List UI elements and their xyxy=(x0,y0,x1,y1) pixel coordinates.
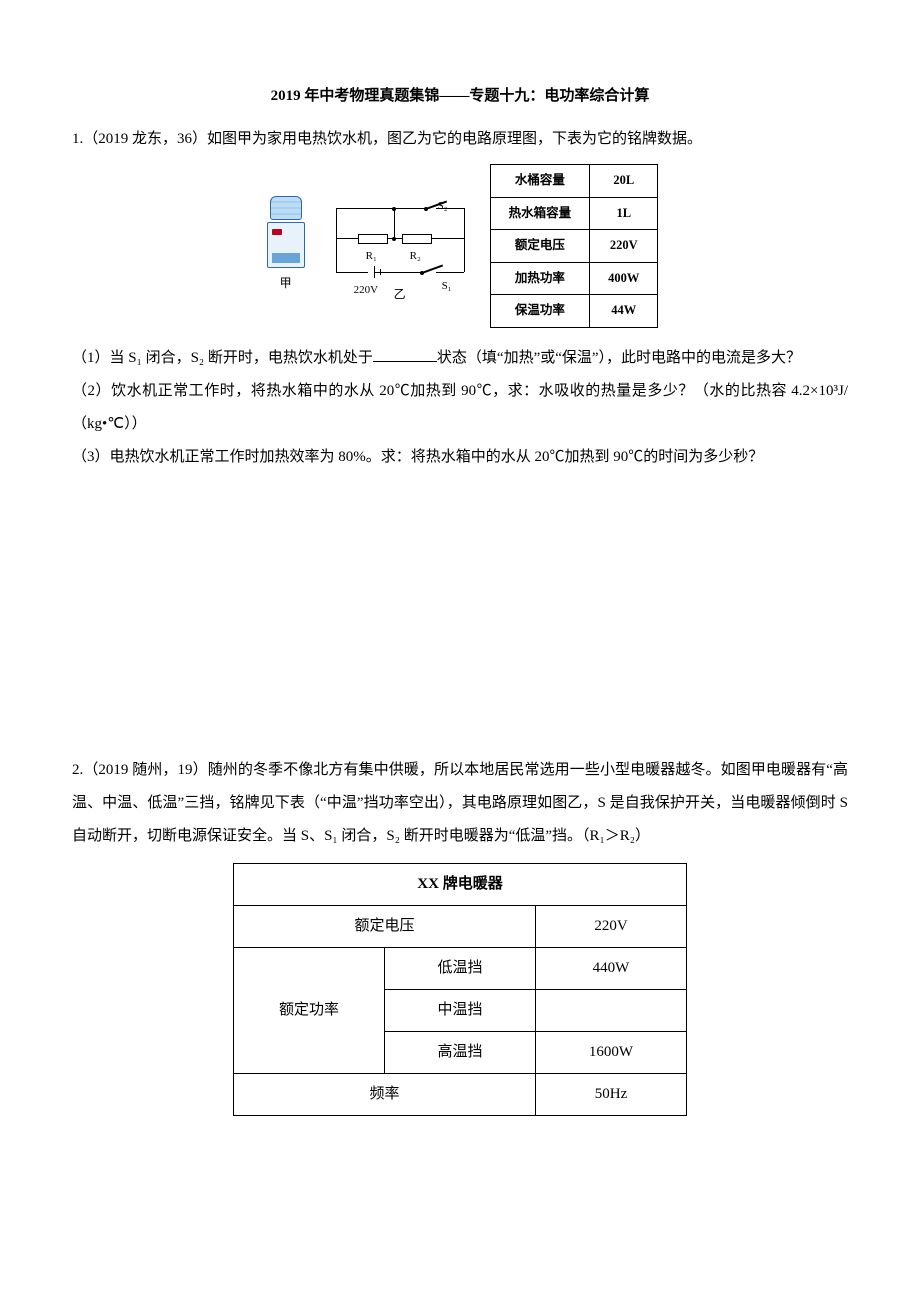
q1-figure: 甲 S₂ R₁ R₂ S₁ 220V 乙 水桶容量20L 热 xyxy=(72,164,848,328)
cell: 额定电压 xyxy=(234,905,536,947)
cell: 额定功率 xyxy=(234,947,385,1073)
q1-lead: 1.（2019 龙东，36）如图甲为家用电热饮水机，图乙为它的电路原理图，下表为… xyxy=(72,123,848,156)
resistor-r2-icon xyxy=(402,234,432,244)
cell: 高温挡 xyxy=(385,1031,536,1073)
q1-part1: （1）当 S₁ 闭合，S₂ 断开时，电热饮水机处于 状态（填“加热”或“保温”），… xyxy=(72,342,848,375)
machine-icon xyxy=(267,222,305,268)
heater-title: XX 牌电暖器 xyxy=(234,863,687,905)
cell: 20L xyxy=(590,165,658,198)
spacer xyxy=(72,474,848,754)
circuit-sketch: S₂ R₁ R₂ S₁ 220V 乙 xyxy=(330,200,470,292)
cell: 1L xyxy=(590,197,658,230)
cell: 44W xyxy=(590,295,658,328)
q2-lead: 2.（2019 随州，19）随州的冬季不像北方有集中供暖，所以本地居民常选用一些… xyxy=(72,754,848,853)
cell: 额定电压 xyxy=(490,230,590,263)
cell: 1600W xyxy=(536,1031,687,1073)
q1-p1a: （1）当 S₁ 闭合，S₂ 断开时，电热饮水机处于 xyxy=(72,350,373,366)
cell: 440W xyxy=(536,947,687,989)
cell: 中温挡 xyxy=(385,989,536,1031)
q1-p1b: 状态（填“加热”或“保温”），此时电路中的电流是多大？ xyxy=(437,350,801,366)
label-s1: S₁ xyxy=(442,274,452,298)
cell: 保温功率 xyxy=(490,295,590,328)
resistor-r1-icon xyxy=(358,234,388,244)
label-r1: R₁ xyxy=(366,244,377,268)
q1-part2: （2）饮水机正常工作时，将热水箱中的水从 20℃加热到 90℃，求：水吸收的热量… xyxy=(72,375,848,441)
cell: 220V xyxy=(590,230,658,263)
cell: 频率 xyxy=(234,1073,536,1115)
label-r2: R₂ xyxy=(410,244,421,268)
blank-fill xyxy=(373,346,437,362)
q1-part3: （3）电热饮水机正常工作时加热效率为 80%。求：将热水箱中的水从 20℃加热到… xyxy=(72,441,848,474)
label-220v: 220V xyxy=(354,278,378,302)
cell: 低温挡 xyxy=(385,947,536,989)
q2-heater-table: XX 牌电暖器 额定电压 220V 额定功率 低温挡 440W 中温挡 高温挡 … xyxy=(233,863,687,1116)
caption-jia: 甲 xyxy=(280,270,292,296)
caption-yi: 乙 xyxy=(394,281,406,307)
q1-nameplate-table: 水桶容量20L 热水箱容量1L 额定电压220V 加热功率400W 保温功率44… xyxy=(490,164,659,328)
bottle-icon xyxy=(270,196,302,220)
cell xyxy=(536,989,687,1031)
label-s2: S₂ xyxy=(438,194,448,218)
cell: 水桶容量 xyxy=(490,165,590,198)
cell: 50Hz xyxy=(536,1073,687,1115)
cell: 220V xyxy=(536,905,687,947)
cell: 400W xyxy=(590,262,658,295)
cell: 加热功率 xyxy=(490,262,590,295)
page-title: 2019 年中考物理真题集锦——专题十九：电功率综合计算 xyxy=(72,80,848,113)
cell: 热水箱容量 xyxy=(490,197,590,230)
dispenser-sketch: 甲 xyxy=(262,196,310,296)
